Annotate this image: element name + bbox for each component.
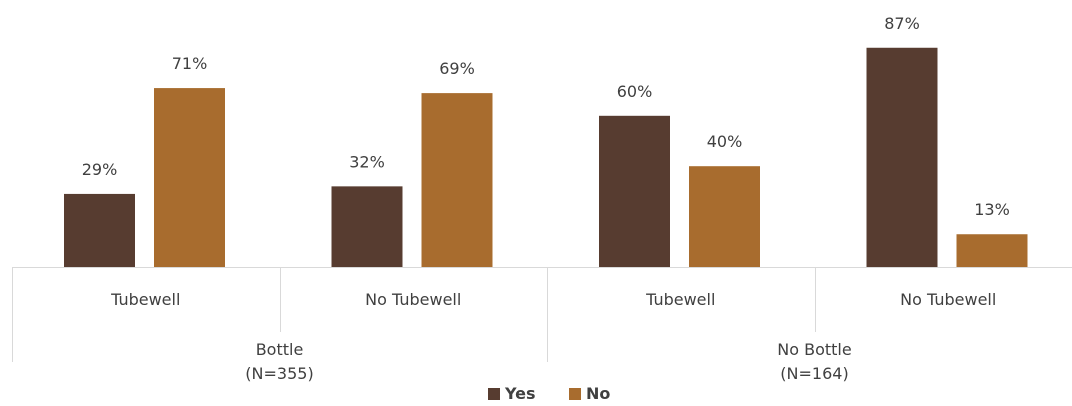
legend-swatch-yes: [488, 388, 500, 400]
data-label-yes-2: 32%: [349, 152, 385, 171]
category-label-3: Tubewell: [645, 290, 715, 309]
data-label-yes-3: 60%: [617, 82, 653, 101]
legend-label-yes: Yes: [504, 384, 536, 403]
bar-yes-2: [331, 186, 403, 267]
legend-swatch-no: [569, 388, 581, 400]
data-label-yes-4: 87%: [884, 14, 920, 33]
group-n-label-2: (N=164): [780, 364, 848, 383]
bar-yes-4: [866, 47, 938, 268]
data-label-no-2: 69%: [439, 59, 475, 78]
data-label-no-3: 40%: [707, 132, 743, 151]
bar-no-1: [154, 88, 225, 267]
category-label-4: No Tubewell: [900, 290, 996, 309]
bar-no-3: [689, 166, 760, 267]
bar-no-4: [956, 234, 1028, 267]
bar-yes-3: [599, 115, 670, 267]
group-label-1: Bottle: [256, 340, 304, 359]
data-label-yes-1: 29%: [82, 160, 118, 179]
legend-label-no: No: [586, 384, 610, 403]
bar-no-2: [421, 93, 493, 268]
category-label-1: Tubewell: [110, 290, 180, 309]
category-label-2: No Tubewell: [365, 290, 461, 309]
data-label-no-4: 13%: [974, 200, 1010, 219]
group-n-label-1: (N=355): [245, 364, 313, 383]
bar-yes-1: [64, 193, 135, 267]
group-label-2: No Bottle: [777, 340, 851, 359]
data-label-no-1: 71%: [172, 54, 208, 73]
